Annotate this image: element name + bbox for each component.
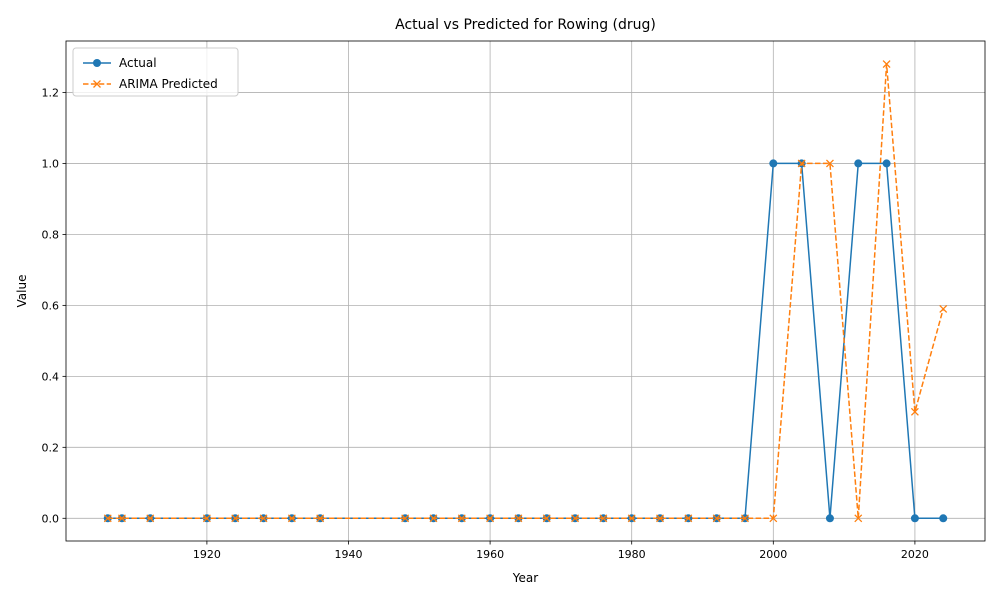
y-tick-label: 1.2	[42, 86, 60, 99]
data-point	[882, 159, 891, 168]
x-tick-label: 2000	[759, 548, 787, 561]
series-predicted	[103, 60, 948, 523]
y-tick-label: 0.0	[42, 512, 60, 525]
data-point	[854, 514, 863, 523]
data-point	[117, 514, 126, 523]
data-point	[712, 514, 721, 523]
x-axis: 1920 1940 1960 1980 2000 2020	[193, 541, 929, 561]
data-point	[910, 407, 919, 416]
chart-title: Actual vs Predicted for Rowing (drug)	[395, 17, 656, 33]
data-point	[231, 514, 240, 523]
data-point	[202, 514, 211, 523]
series-line	[107, 63, 944, 520]
x-axis-label: Year	[512, 571, 538, 585]
data-point	[457, 514, 466, 523]
data-point	[571, 514, 580, 523]
data-point	[514, 514, 523, 523]
x-tick-label: 1940	[334, 548, 362, 561]
data-point	[939, 514, 948, 523]
data-point	[401, 514, 410, 523]
data-point	[769, 514, 778, 523]
plot-frame	[65, 40, 986, 542]
data-point	[797, 159, 806, 168]
x-tick-label: 1920	[193, 548, 221, 561]
series-layer	[103, 60, 948, 523]
data-point	[825, 514, 834, 523]
data-point	[146, 514, 155, 523]
y-tick-label: 1.0	[42, 157, 60, 170]
y-axis: 0.0 0.2 0.4 0.6 0.8 1.0 1.2	[42, 86, 66, 525]
y-axis-label: Value	[15, 275, 29, 308]
data-point	[882, 60, 891, 69]
data-point	[684, 514, 693, 523]
data-point	[599, 514, 608, 523]
x-tick-label: 1960	[476, 548, 504, 561]
legend-box	[72, 47, 239, 97]
data-point	[429, 514, 438, 523]
legend-marker	[93, 59, 101, 67]
x-tick-label: 2020	[901, 548, 929, 561]
plot-background	[66, 41, 985, 541]
legend-label: Actual	[119, 56, 157, 70]
data-point	[103, 514, 112, 523]
data-point	[542, 514, 551, 523]
data-point	[741, 514, 749, 523]
legend: Actual ARIMA Predicted	[72, 47, 239, 97]
x-tick-label: 1980	[618, 548, 646, 561]
data-point	[910, 514, 919, 523]
data-point	[825, 159, 834, 168]
y-tick-label: 0.8	[42, 228, 60, 241]
legend-label: ARIMA Predicted	[119, 77, 218, 91]
data-point	[287, 514, 296, 523]
data-point	[656, 514, 664, 523]
data-point	[854, 159, 863, 168]
y-tick-label: 0.6	[42, 299, 60, 312]
legend-marker	[93, 80, 101, 88]
data-point	[769, 159, 778, 168]
plot-area	[65, 40, 986, 542]
data-point	[486, 514, 495, 523]
y-tick-label: 0.4	[42, 370, 60, 383]
y-tick-label: 0.2	[42, 441, 60, 454]
data-point	[627, 514, 636, 523]
data-point	[316, 514, 325, 523]
data-point	[939, 304, 948, 313]
data-point	[259, 514, 268, 523]
